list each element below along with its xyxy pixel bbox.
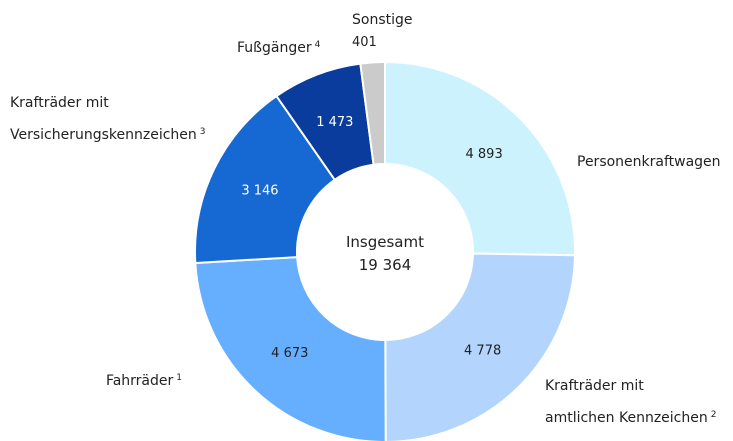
value-label: 4 778: [464, 343, 501, 358]
category-label: Personenkraftwagen: [577, 154, 721, 170]
footnote: 2: [710, 410, 717, 420]
center-total: 19 364: [358, 256, 412, 274]
donut-slice: [359, 60, 386, 166]
category-label: Fußgänger: [237, 40, 312, 56]
value-label: 4 673: [271, 346, 308, 361]
footnote: 3: [199, 127, 206, 137]
donut-slice: [194, 94, 337, 265]
donut-slice: [384, 60, 576, 257]
donut-slice: [194, 256, 387, 441]
slice-label: Sonstige: [352, 6, 413, 35]
category-label: Fahrräder: [105, 373, 174, 389]
category-label: Krafträder mit amtlichen Kennzeichen: [545, 378, 708, 426]
slice-label: Fußgänger 4: [237, 31, 320, 63]
value-label: 3 146: [241, 184, 278, 199]
footnote: 4: [314, 40, 321, 50]
value-label: 4 893: [466, 147, 503, 162]
value-label: 401: [352, 35, 377, 50]
slice-label: Krafträder mit amtlichen Kennzeichen 2: [545, 372, 716, 433]
slice-label: Fahrräder 1: [106, 364, 182, 396]
footnote: 1: [176, 373, 182, 383]
category-label: Sonstige: [352, 12, 413, 28]
category-label: Krafträder mit Versicherungskennzeichen: [10, 95, 197, 143]
value-label: 1 473: [316, 115, 353, 130]
slice-label: Personenkraftwagen: [577, 148, 721, 177]
slice-label: Krafträder mit Versicherungskennzeichen 3: [10, 89, 206, 150]
center-title: Insgesamt: [346, 233, 424, 251]
